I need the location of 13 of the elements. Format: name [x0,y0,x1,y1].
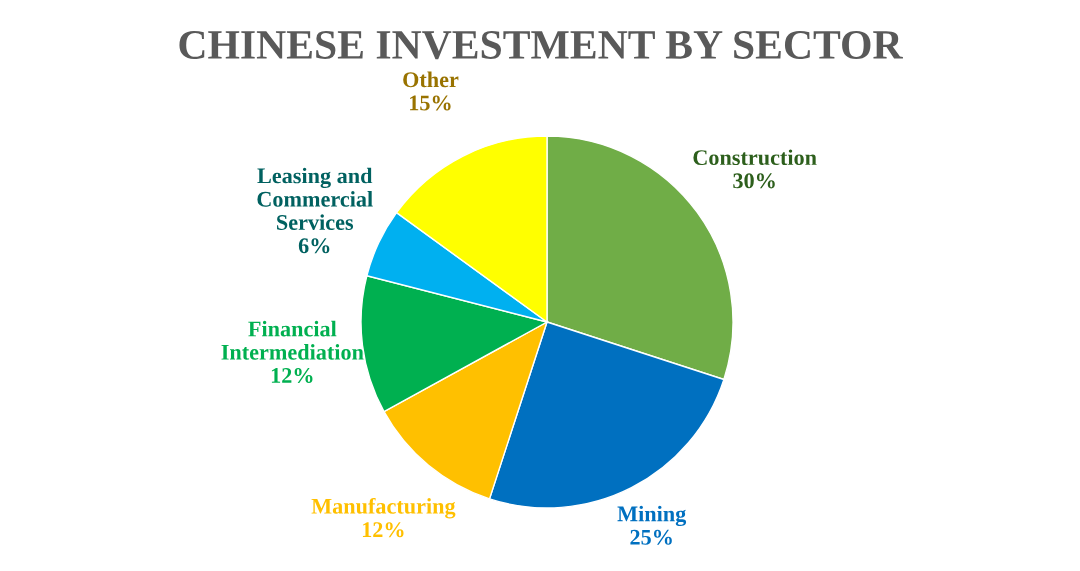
data-label: 15% [410,95,451,111]
data-label: 12% [271,367,313,384]
slice-label: Leasing and Commercial Services [257,167,373,230]
slice-label: Financial Intermediation [221,320,364,360]
slice-label: Mining [617,505,687,527]
data-label: 6% [298,238,330,254]
chart-title: CHINESE INVESTMENT BY SECTOR [179,30,903,60]
data-label: 30% [733,173,775,189]
slice-label: Manufacturing [311,497,456,519]
slice-label: Construction [693,149,817,166]
slice-label: Other [403,71,459,88]
data-label: 12% [362,522,404,538]
data-label: 25% [630,529,672,545]
